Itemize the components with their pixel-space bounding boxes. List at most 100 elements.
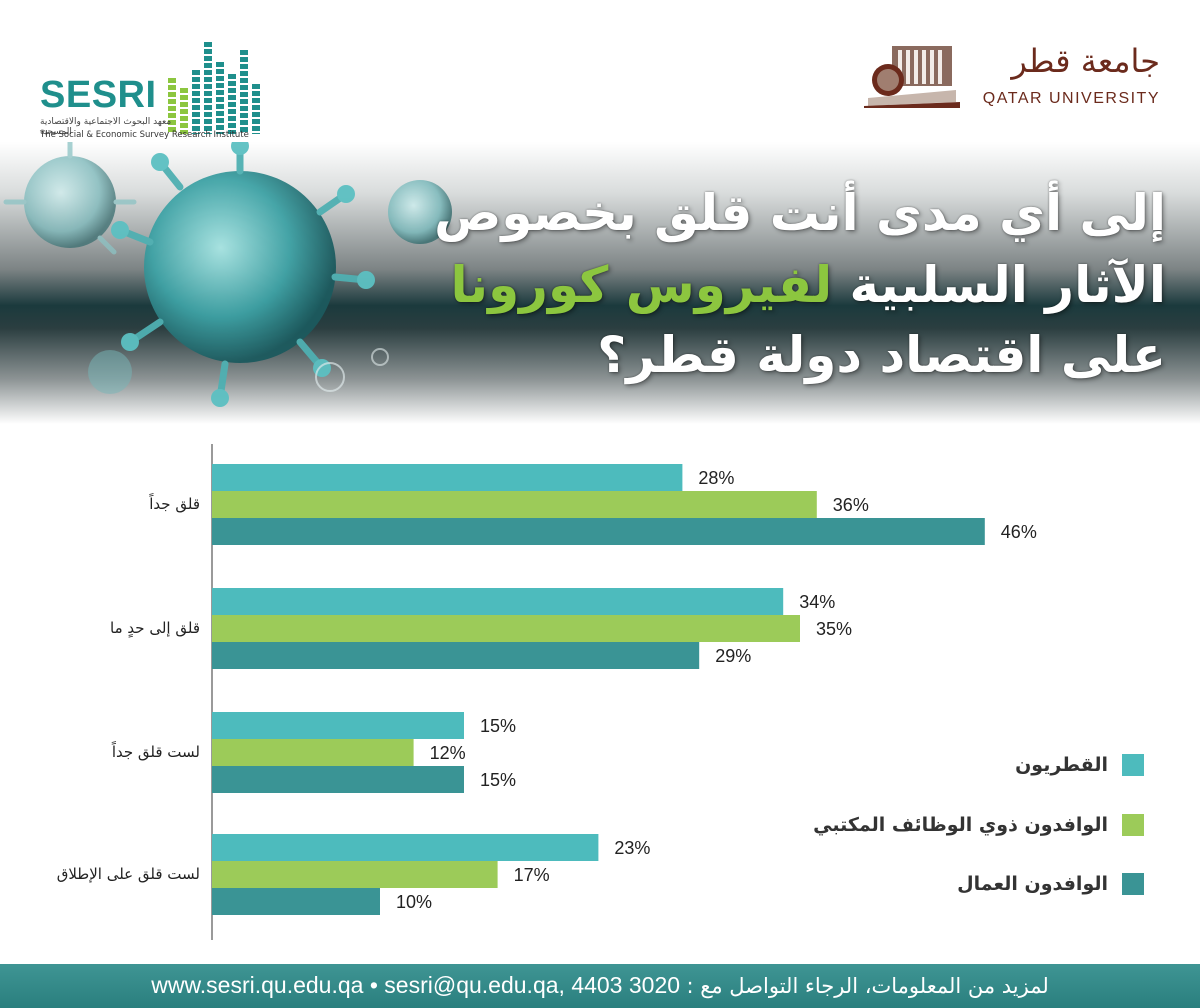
sesri-bar-segment [192,98,200,103]
sesri-bar-segment [204,91,212,96]
footer-phone: 4403 3020 [571,972,681,998]
sesri-bar-segment [216,111,224,116]
bar-somewhat-worried-white-collar-expats [212,615,800,642]
sesri-bar-segment [204,126,212,131]
sesri-bar-segment [192,126,200,131]
qu-arabic-name: جامعة قطر [1011,42,1160,80]
sesri-bar-segment [204,112,212,117]
bar-not-very-worried-blue-collar-expats [212,766,464,793]
bar-not-worried-at-all-qataris [212,834,599,861]
sesri-bar-segment [204,63,212,68]
sesri-bar-segment [240,99,248,104]
sesri-bar-segment [252,91,260,96]
sesri-bar-segment [180,102,188,107]
sesri-bar-segment [168,99,176,104]
sesri-logo-text: SESRI [40,74,157,116]
sesri-english-subtitle: The Social & Economic Survey Research In… [40,130,249,140]
value-label-very-worried-white-collar-expats: 36% [832,495,869,515]
banner-title-accent: لفيروس كورونا [450,256,833,314]
sesri-bar-segment [240,120,248,125]
sesri-bar-segment [240,85,248,90]
value-label-not-worried-at-all-white-collar-expats: 17% [513,865,550,885]
sesri-bar-segment [240,57,248,62]
sesri-bar-segment [180,130,188,134]
sesri-bar-segment [240,50,248,55]
sesri-bar-segment [228,109,236,114]
sesri-bar-segment [192,119,200,124]
sesri-bar-segment [180,109,188,114]
legend-label-qataris: القطريون [1015,754,1108,776]
banner-title-line-3: على اقتصاد دولة قطر؟ [597,326,1166,384]
sesri-bar-segment [216,125,224,130]
sesri-bar-segment [192,133,200,134]
sesri-bar-segment [216,90,224,95]
sesri-bar-segment [216,83,224,88]
category-label-very-worried: قلق جداً [149,494,200,513]
banner-title-line-1: إلى أي مدى أنت قلق بخصوص [434,184,1166,242]
category-label-not-worried-at-all: لست قلق على الإطلاق [56,864,200,883]
bar-somewhat-worried-blue-collar-expats [212,642,700,669]
footer-website-link[interactable]: www.sesri.qu.edu.qa [151,972,364,998]
sesri-bar-segment [168,92,176,97]
sesri-bar-segment [204,84,212,89]
sesri-bar-segment [240,92,248,97]
banner-title-line-2-start: الآثار السلبية [832,256,1166,314]
sesri-bar-segment [204,119,212,124]
sesri-bar-segment [204,42,212,47]
legend-swatch-blue-collar-expats [1122,873,1144,895]
sesri-bar-segment [168,106,176,111]
sesri-bar-segment [228,88,236,93]
bar-not-very-worried-white-collar-expats [212,739,414,766]
category-label-somewhat-worried: قلق إلى حدٍ ما [110,618,200,637]
sesri-bar-segment [204,105,212,110]
sesri-bar-segment [240,78,248,83]
value-label-not-very-worried-qataris: 15% [480,716,517,736]
bar-chart: قلق جداً 28% 36% 46% قلق إلى حدٍ ما 34% 35% 29%… [0,424,1200,964]
value-label-not-very-worried-white-collar-expats: 12% [429,743,466,763]
value-label-very-worried-qataris: 28% [698,468,735,488]
sesri-bar-segment [168,113,176,118]
title-banner [0,142,1200,424]
sesri-bar-segment [240,127,248,132]
value-label-not-very-worried-blue-collar-expats: 15% [480,770,517,790]
sesri-bar-segment [204,98,212,103]
category-label-not-very-worried: لست قلق جداً [111,742,200,761]
sesri-bar-segment [216,69,224,74]
sesri-bar-segment [192,77,200,82]
sesri-bar-segment [168,85,176,90]
value-label-somewhat-worried-white-collar-expats: 35% [816,619,853,639]
sesri-bar-segment [192,84,200,89]
bar-very-worried-blue-collar-expats [212,518,985,545]
value-label-not-worried-at-all-blue-collar-expats: 10% [396,892,433,912]
sesri-bar-segment [216,132,224,134]
sesri-bar-segment [204,70,212,75]
sesri-bar-segment [228,81,236,86]
sesri-bars-icon [168,42,260,134]
qatar-university-logo: جامعة قطر QATAR UNIVERSITY [864,42,1164,114]
contact-footer: www.sesri.qu.edu.qa • sesri@qu.edu.qa, 4… [0,964,1200,1008]
legend-swatch-qataris [1122,754,1144,776]
sesri-bar-segment [240,113,248,118]
sesri-bar-segment [168,127,176,132]
sesri-bar-segment [216,76,224,81]
bar-not-worried-at-all-blue-collar-expats [212,888,380,915]
sesri-bar-segment [216,104,224,109]
footer-contact-line: www.sesri.qu.edu.qa • sesri@qu.edu.qa, 4… [0,972,1200,999]
sesri-bar-segment [192,112,200,117]
bar-not-worried-at-all-white-collar-expats [212,861,498,888]
sesri-arabic-subtitle: معهد البحوث الاجتماعية والاقتصادية المسح… [40,117,172,137]
sesri-bar-segment [180,88,188,93]
banner-title-line-2: الآثار السلبية لفيروس كورونا [451,256,1166,314]
chart-plot-area [211,444,985,940]
footer-email-link[interactable]: sesri@qu.edu.qa, [384,972,565,998]
sesri-bar-segment [252,112,260,117]
sesri-bar-segment [228,123,236,128]
legend-swatch-white-collar-expats [1122,814,1144,836]
legend-item-blue-collar-expats: الوافدون العمال [957,872,1144,896]
sesri-bar-segment [216,62,224,67]
sesri-bar-segment [228,116,236,121]
sesri-bar-segment [228,74,236,79]
footer-separator: • [369,972,378,998]
sesri-logo: SESRI معهد البحوث الاجتماعية والاقتصادية… [40,34,270,140]
sesri-bar-segment [252,119,260,124]
